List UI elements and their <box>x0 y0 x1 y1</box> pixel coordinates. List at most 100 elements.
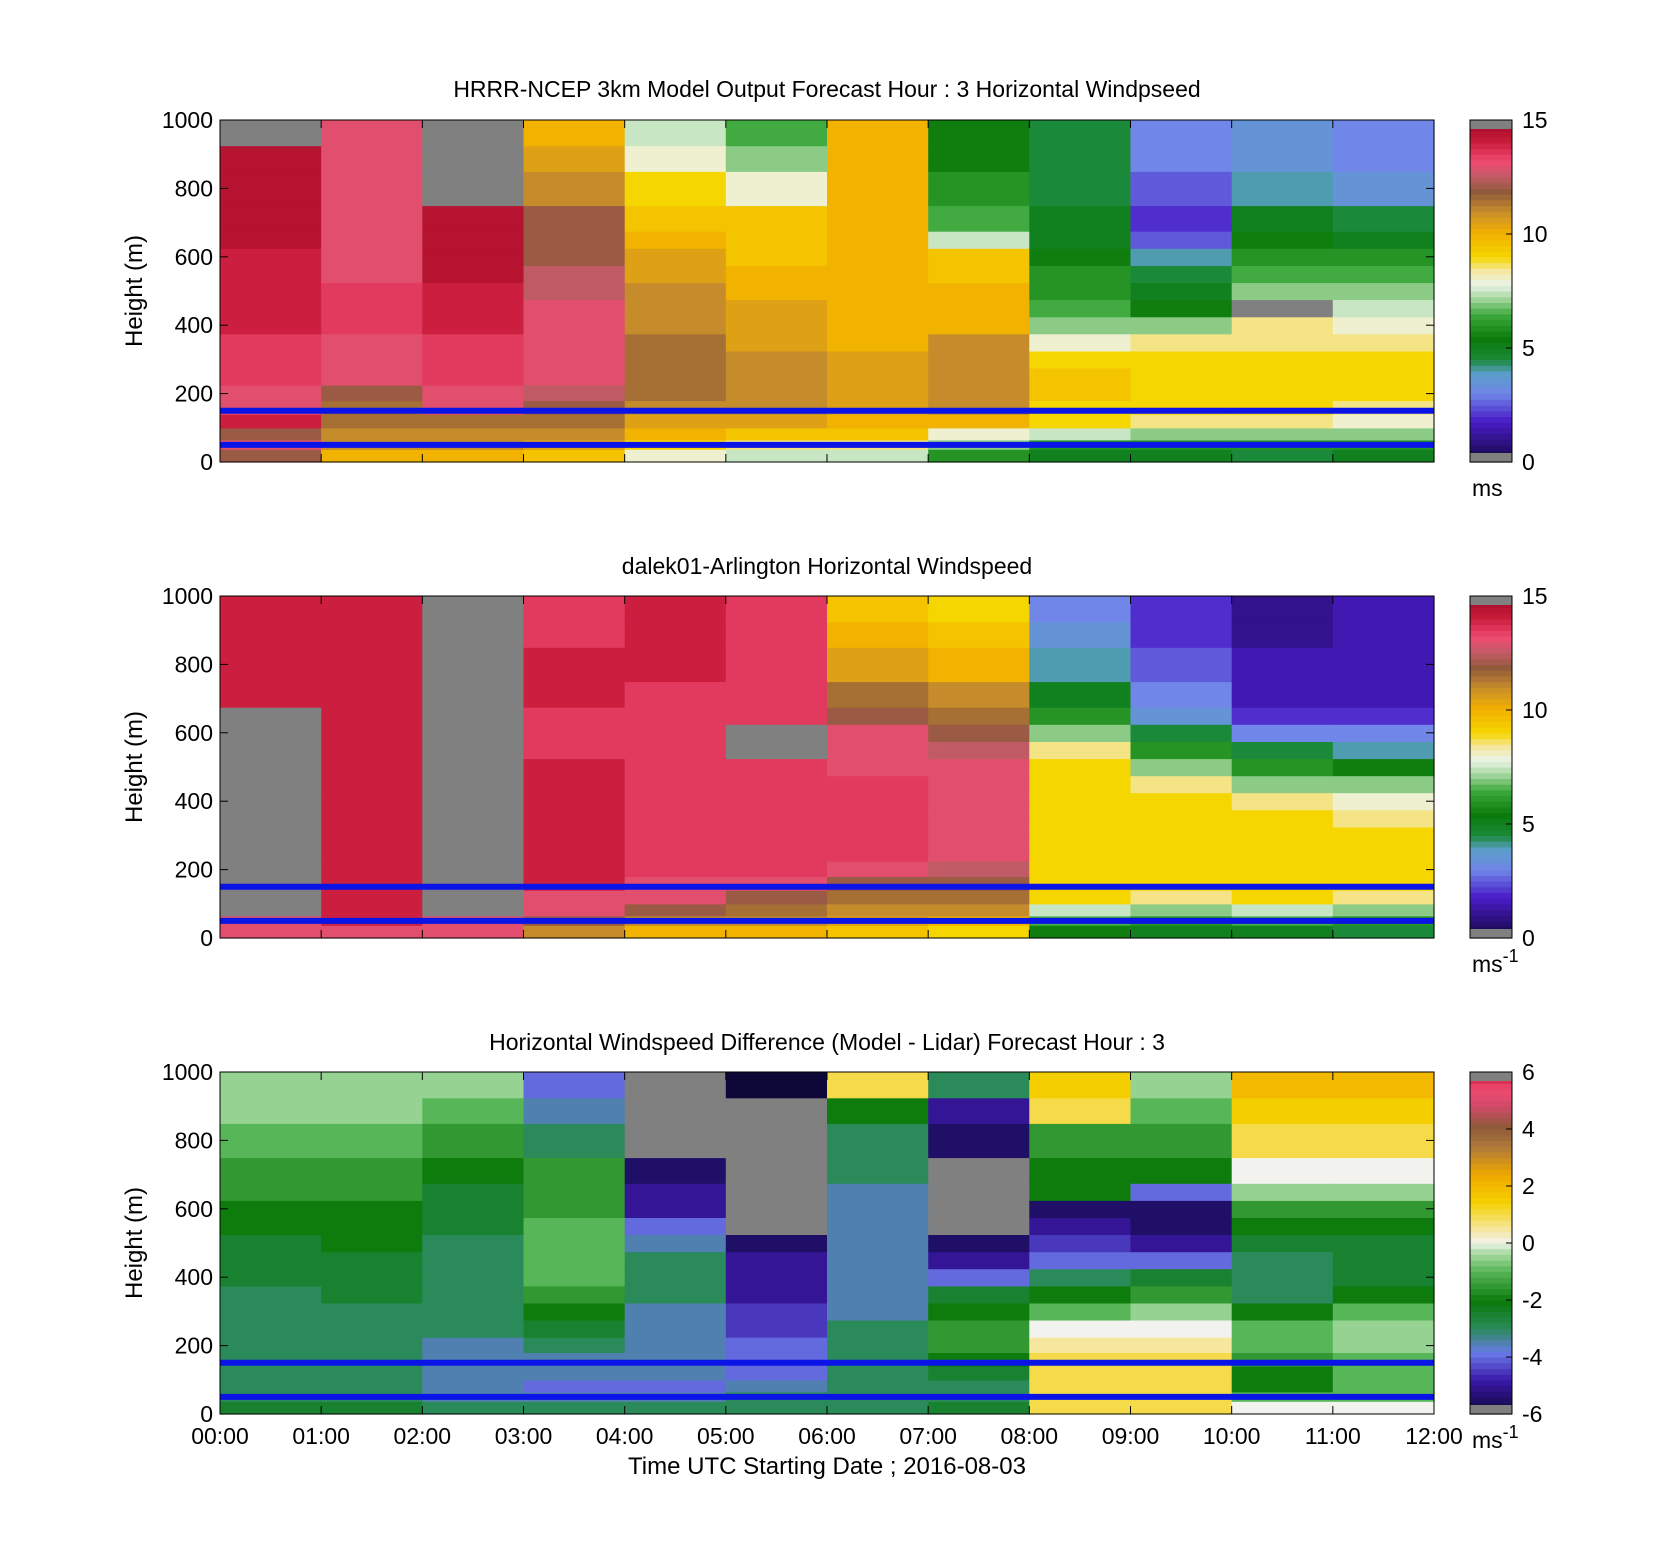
heatmap-cell <box>1130 621 1233 648</box>
colorbar-swatch <box>1470 296 1512 303</box>
colorbar-swatch <box>1470 732 1512 740</box>
heatmap-cell <box>1231 741 1334 760</box>
heatmap-cell <box>422 1097 525 1124</box>
heatmap-cell <box>725 1157 828 1184</box>
heatmap-cell <box>725 925 828 939</box>
heatmap-cell <box>523 621 626 648</box>
heatmap-cell <box>1231 925 1334 939</box>
colorbar-swatch <box>1470 1265 1512 1273</box>
heatmap-cell <box>827 1379 929 1393</box>
heatmap-cell <box>1231 350 1334 369</box>
heatmap-cell <box>725 231 828 249</box>
heatmap-cell <box>1130 1268 1233 1287</box>
heatmap-cell <box>220 265 322 284</box>
y-tick-label: 1000 <box>162 583 213 609</box>
colorbar-tick-label: 10 <box>1522 697 1548 723</box>
heatmap-cell <box>624 316 727 335</box>
colorbar-swatch <box>1470 1174 1512 1181</box>
heatmap-cell <box>321 316 423 335</box>
heatmap-cell <box>1130 1366 1233 1381</box>
heatmap-cell <box>624 1285 727 1304</box>
heatmap-cell <box>321 367 423 386</box>
heatmap-cell <box>220 120 322 147</box>
heatmap-cell <box>220 1401 322 1415</box>
heatmap-cell <box>1231 299 1334 318</box>
heatmap-cell <box>422 414 525 429</box>
heatmap-cell <box>827 414 929 429</box>
heatmap-cell <box>220 1200 322 1218</box>
heatmap-cell <box>1332 1302 1435 1321</box>
heatmap-cell <box>220 1379 322 1393</box>
heatmap-cell <box>827 299 929 318</box>
heatmap-cell <box>624 844 727 862</box>
heatmap-cell <box>422 1234 525 1253</box>
heatmap-cell <box>1130 596 1233 623</box>
colorbar-swatch <box>1470 704 1512 711</box>
heatmap-cell <box>1332 861 1435 877</box>
heatmap-cell <box>624 621 727 648</box>
colorbar-swatch <box>1470 858 1512 865</box>
heatmap-cell <box>1029 681 1132 708</box>
heatmap-cell <box>1029 205 1132 232</box>
heatmap-cell <box>220 1157 322 1184</box>
colorbar: -6 -4 -2 0 2 4 6 ms-1 <box>1469 1059 1543 1453</box>
heatmap-cell <box>422 647 525 683</box>
heatmap-cell <box>523 1379 626 1393</box>
heatmap-cell <box>827 792 929 811</box>
heatmap-cell <box>1332 1234 1435 1253</box>
heatmap-cell <box>928 1251 1030 1270</box>
colorbar-swatch <box>1470 365 1512 372</box>
colorbar-swatch <box>1470 698 1512 705</box>
heatmap-cells <box>220 1072 1435 1415</box>
heatmap-cell <box>1130 414 1233 429</box>
heatmap-cell <box>928 1183 1030 1201</box>
heatmap-cell <box>1029 1320 1132 1338</box>
colorbar-swatch <box>1470 1248 1512 1255</box>
x-tick-label: 10:00 <box>1203 1423 1261 1449</box>
heatmap-cell <box>1130 890 1233 905</box>
heatmap-cell <box>220 1268 322 1287</box>
heatmap-cell <box>321 741 423 760</box>
heatmap-cell <box>624 647 727 683</box>
heatmap-cell <box>523 265 626 284</box>
heatmap-cell <box>523 826 626 845</box>
heatmap-cell <box>1231 861 1334 877</box>
heatmap-cell <box>1130 1183 1233 1201</box>
heatmap-cell <box>725 775 828 794</box>
colorbar: 0 5 10 15 ms <box>1469 107 1548 501</box>
colorbar-swatch <box>1470 1214 1512 1221</box>
heatmap-cell <box>827 775 929 794</box>
heatmap-cell <box>827 903 929 917</box>
colorbar-swatch <box>1470 875 1512 882</box>
heatmap-cell <box>1029 724 1132 742</box>
heatmap-cell <box>928 724 1030 742</box>
heatmap-cell <box>523 231 626 249</box>
heatmap-cell <box>624 350 727 369</box>
heatmap-cell <box>1029 1183 1132 1201</box>
colorbar-swatch <box>1470 1186 1512 1193</box>
heatmap-cell <box>928 903 1030 917</box>
chart-title: HRRR-NCEP 3km Model Output Forecast Hour… <box>453 76 1200 102</box>
heatmap-cell <box>1231 248 1334 266</box>
heatmap-cell <box>1231 792 1334 811</box>
heatmap-cell <box>321 826 423 845</box>
colorbar-swatch <box>1470 422 1512 429</box>
heatmap-cell <box>321 414 423 429</box>
heatmap-cell <box>1231 282 1334 301</box>
heatmap-cell <box>220 890 322 905</box>
heatmap-cell <box>1029 414 1132 429</box>
heatmap-cell <box>1231 1183 1334 1201</box>
heatmap-cell <box>220 741 322 760</box>
heatmap-cell <box>725 333 828 352</box>
heatmap-cell <box>422 171 525 207</box>
heatmap-cell <box>523 1123 626 1159</box>
heatmap-cell <box>422 231 525 249</box>
colorbar-tick-label: -6 <box>1522 1401 1542 1427</box>
colorbar-swatch <box>1470 721 1512 728</box>
heatmap-cell <box>624 741 727 760</box>
heatmap-cell <box>1029 707 1132 725</box>
heatmap-cell <box>1332 775 1435 794</box>
colorbar-swatch <box>1470 1151 1512 1159</box>
heatmap-cell <box>523 1157 626 1184</box>
heatmap-cell <box>1332 596 1435 623</box>
